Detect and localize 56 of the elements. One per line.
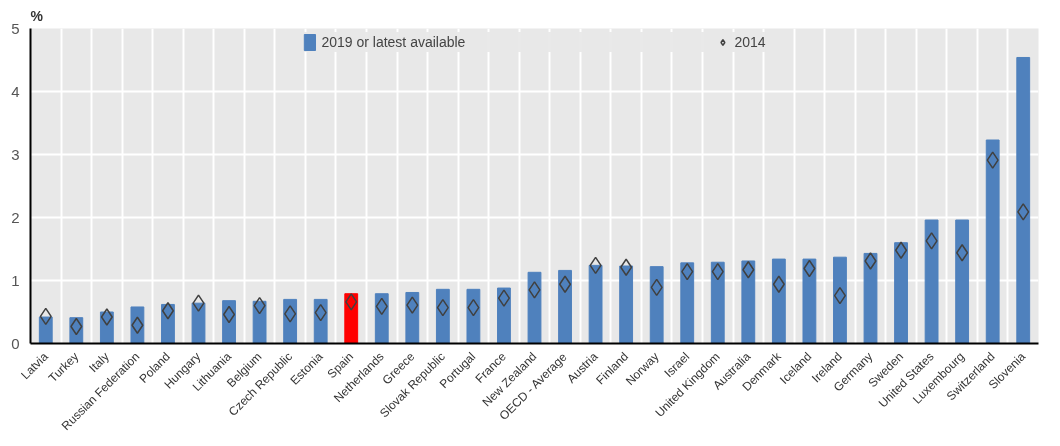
- point: [833, 286, 847, 305]
- point: [925, 232, 938, 250]
- bar: [710, 261, 725, 344]
- point: [284, 305, 297, 323]
- y-tick-label: 4: [11, 82, 20, 100]
- point: [131, 316, 144, 334]
- bar: [588, 264, 603, 344]
- bar: [649, 266, 664, 344]
- bar: [863, 252, 878, 344]
- point: [558, 275, 572, 294]
- bar: [435, 288, 450, 344]
- y-tick-label: 5: [11, 19, 20, 37]
- bar: [38, 316, 53, 344]
- bar: [527, 271, 542, 344]
- point: [864, 252, 877, 270]
- y-tick-label: 1: [11, 271, 20, 289]
- bar: [771, 258, 786, 344]
- point: [528, 281, 541, 299]
- bar: [252, 300, 267, 344]
- bar: [680, 262, 695, 344]
- bar: [894, 242, 908, 344]
- bar: [985, 139, 1000, 344]
- point: [222, 305, 236, 324]
- bar: [741, 260, 756, 344]
- bar: [558, 269, 572, 344]
- bar: [374, 293, 389, 344]
- point: [497, 289, 511, 307]
- point: [406, 296, 419, 314]
- point: [100, 308, 113, 326]
- bar: [955, 219, 970, 344]
- legend-label: 2019 or latest available: [321, 34, 466, 50]
- bar: [466, 288, 481, 344]
- bar: [191, 302, 206, 344]
- point: [161, 301, 175, 320]
- bar: [924, 219, 939, 344]
- point: [894, 241, 908, 260]
- bar: [833, 256, 847, 344]
- point: [192, 294, 205, 312]
- point: [742, 261, 755, 279]
- bar: [344, 293, 359, 344]
- bar: [802, 258, 817, 344]
- point: [986, 151, 999, 169]
- point: [956, 244, 969, 262]
- y-axis-title: %: [30, 7, 44, 24]
- y-tick-label: 0: [11, 334, 20, 352]
- point: [345, 293, 358, 311]
- y-tick-label: 3: [11, 145, 20, 163]
- bar: [1016, 56, 1031, 344]
- bar: [283, 298, 298, 344]
- bar: [619, 265, 634, 344]
- y-tick-label: 2: [11, 208, 20, 226]
- point: [1017, 203, 1030, 221]
- bar: [497, 287, 511, 344]
- bar: [405, 291, 420, 344]
- bar: [313, 298, 328, 344]
- legend-label: 2014: [734, 34, 766, 50]
